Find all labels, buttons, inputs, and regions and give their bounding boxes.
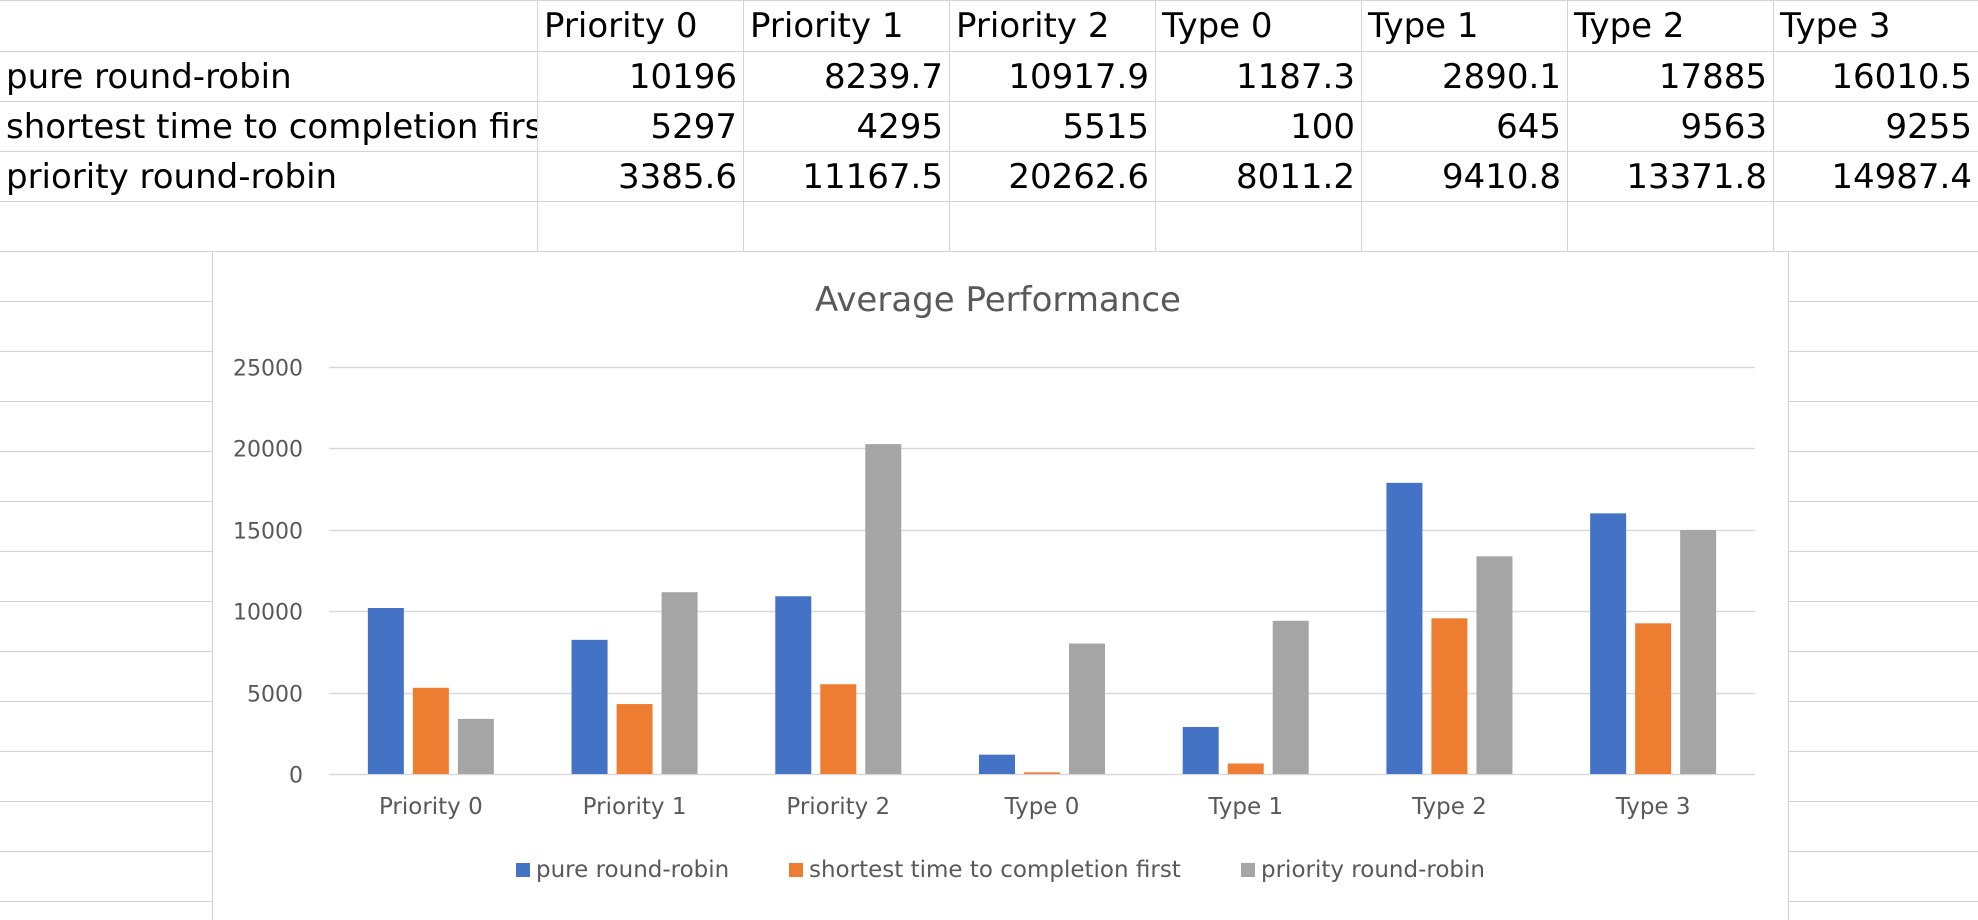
data-cell[interactable]: 1187.3: [1236, 57, 1355, 97]
data-cell[interactable]: 10917.9: [1008, 57, 1149, 97]
data-cell[interactable]: 100: [1290, 107, 1355, 147]
bars: [367, 444, 1717, 774]
bar: [1590, 513, 1627, 774]
legend: pure round-robin shortest time to complet…: [516, 857, 1485, 883]
bar: [820, 684, 857, 774]
data-cell[interactable]: 3385.6: [618, 157, 737, 197]
y-tick-label: 25000: [233, 357, 303, 382]
x-tick-label: Priority 2: [786, 794, 890, 820]
column-header-cell[interactable]: Type 2: [1574, 6, 1685, 46]
bar: [979, 754, 1015, 774]
legend-swatch: [516, 863, 530, 877]
data-cell[interactable]: 16010.5: [1831, 57, 1972, 97]
y-axis-ticks: 0 5000 10000 15000 20000 25000: [233, 357, 303, 789]
data-cell[interactable]: 9255: [1885, 107, 1972, 147]
data-cell[interactable]: 14987.4: [1831, 157, 1972, 197]
legend-swatch: [789, 863, 803, 877]
bar: [412, 687, 449, 774]
legend-label: priority round-robin: [1261, 857, 1485, 883]
data-cell[interactable]: 5297: [650, 107, 737, 147]
column-header-cell[interactable]: Priority 0: [544, 6, 698, 46]
legend-label: pure round-robin: [536, 857, 729, 883]
column-header-cell[interactable]: Type 0: [1162, 6, 1273, 46]
chart-area[interactable]: Average Performance 0 5000 10000 15000 20000…: [212, 252, 1789, 920]
data-cell[interactable]: 17885: [1658, 57, 1767, 97]
bar: [1069, 643, 1105, 774]
x-tick-label: Priority 0: [379, 794, 483, 820]
data-cell[interactable]: 645: [1496, 107, 1561, 147]
x-tick-label: Priority 1: [583, 794, 687, 820]
y-tick-label: 15000: [233, 520, 303, 545]
bar: [1386, 482, 1423, 774]
data-cell[interactable]: 9410.8: [1442, 157, 1561, 197]
y-tick-label: 20000: [233, 438, 303, 463]
bar: [1024, 772, 1060, 774]
bar: [616, 704, 653, 774]
legend-swatch: [1241, 863, 1255, 877]
bar: [367, 608, 404, 774]
legend-label: shortest time to completion first: [809, 857, 1181, 883]
x-axis-ticks: Priority 0 Priority 1 Priority 2 Type 0 Type…: [379, 794, 1691, 820]
chart-title: Average Performance: [815, 280, 1181, 320]
data-cell[interactable]: 13371.8: [1626, 157, 1767, 197]
bar: [1182, 726, 1219, 774]
data-cell[interactable]: 8011.2: [1236, 157, 1355, 197]
bar: [865, 444, 902, 774]
row-label-cell[interactable]: pure round-robin: [6, 57, 292, 97]
column-header-cell[interactable]: Priority 2: [956, 6, 1110, 46]
bar: [1272, 620, 1309, 774]
data-cell[interactable]: 9563: [1680, 107, 1767, 147]
x-tick-label: Type 0: [1004, 794, 1080, 820]
row-label-cell[interactable]: shortest time to completion first: [6, 107, 537, 147]
bar: [1635, 623, 1672, 774]
data-cell[interactable]: 11167.5: [802, 157, 943, 197]
data-cell[interactable]: 4295: [856, 107, 943, 147]
bar: [661, 592, 698, 774]
gridlines: [329, 366, 1755, 776]
x-tick-label: Type 3: [1615, 794, 1691, 820]
y-tick-label: 10000: [233, 601, 303, 626]
bar: [571, 639, 608, 774]
y-tick-label: 5000: [247, 683, 303, 708]
column-header-cell[interactable]: Type 3: [1780, 6, 1891, 46]
bar: [1227, 763, 1264, 774]
bar: [1476, 556, 1513, 774]
y-tick-label: 0: [289, 764, 303, 789]
bar-chart: Average Performance 0 5000 10000 15000 20000…: [233, 280, 1755, 883]
bar: [1431, 618, 1468, 774]
x-tick-label: Type 1: [1207, 794, 1283, 820]
bar: [775, 596, 812, 774]
bar: [1680, 530, 1717, 774]
data-cell[interactable]: 5515: [1062, 107, 1149, 147]
column-header-cell[interactable]: Type 1: [1368, 6, 1479, 46]
data-cell[interactable]: 2890.1: [1442, 57, 1561, 97]
data-cell[interactable]: 20262.6: [1008, 157, 1149, 197]
x-tick-label: Type 2: [1411, 794, 1487, 820]
column-header-cell[interactable]: Priority 1: [750, 6, 904, 46]
bar: [457, 718, 494, 774]
data-cell[interactable]: 10196: [628, 57, 737, 97]
data-cell[interactable]: 8239.7: [824, 57, 943, 97]
row-label-cell[interactable]: priority round-robin: [6, 157, 338, 197]
